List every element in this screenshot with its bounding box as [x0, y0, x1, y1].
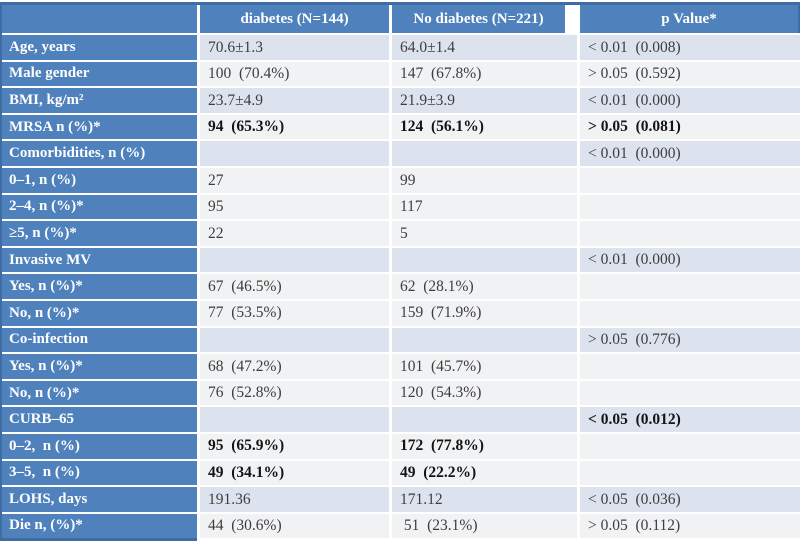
cell-p-value: > 0.05 (0.776): [580, 327, 800, 353]
cell-no-diabetes: 51 (23.1%): [392, 513, 577, 539]
cell-diabetes: 49 (34.1%): [200, 460, 389, 486]
table-bottom-border: [0, 538, 197, 541]
cell-p-value: [580, 194, 800, 220]
cell-p-value: [580, 300, 800, 326]
cell-diabetes: 70.6±1.3: [200, 35, 389, 60]
row-label: No, n (%)*: [2, 300, 197, 326]
cell-p-value: < 0.01 (0.008): [580, 35, 800, 60]
header-empty-cell: [2, 5, 197, 33]
cell-no-diabetes: [392, 327, 577, 353]
cell-diabetes: 95: [200, 194, 389, 220]
cell-diabetes: 44 (30.6%): [200, 513, 389, 539]
header-p-value: p Value*: [580, 5, 800, 33]
cell-diabetes: [200, 141, 389, 166]
row-label: Yes, n (%)*: [2, 354, 197, 379]
row-label: Male gender: [2, 61, 197, 87]
row-label: LOHS, days: [2, 487, 197, 512]
cell-diabetes: 100 (70.4%): [200, 61, 389, 87]
row-label: No, n (%)*: [2, 380, 197, 406]
cell-p-value: < 0.01 (0.000): [580, 88, 800, 113]
cell-diabetes: 67 (46.5%): [200, 274, 389, 299]
cell-no-diabetes: 147 (67.8%): [392, 61, 577, 87]
cell-diabetes: 23.7±4.9: [200, 88, 389, 113]
cell-p-value: [580, 380, 800, 406]
cell-p-value: [580, 460, 800, 486]
comparison-table: diabetes (N=144) No diabetes (N=221) p V…: [0, 2, 800, 539]
cell-no-diabetes: [392, 141, 577, 166]
cell-no-diabetes: 171.12: [392, 487, 577, 512]
header-diabetes: diabetes (N=144): [200, 5, 389, 33]
cell-diabetes: 77 (53.5%): [200, 300, 389, 326]
row-label: Co-infection: [2, 327, 197, 353]
row-label: CURB–65: [2, 407, 197, 432]
row-label: 2–4, n (%)*: [2, 194, 197, 220]
cell-p-value: > 0.05 (0.081): [580, 114, 800, 140]
cell-p-value: [580, 433, 800, 459]
cell-no-diabetes: 99: [392, 167, 577, 193]
cell-diabetes: 94 (65.3%): [200, 114, 389, 140]
row-label: ≥5, n (%)*: [2, 221, 197, 246]
cell-no-diabetes: [392, 407, 577, 432]
cell-no-diabetes: 49 (22.2%): [392, 460, 577, 486]
cell-no-diabetes: 117: [392, 194, 577, 220]
row-label: 0–2, n (%): [2, 433, 197, 459]
cell-p-value: > 0.05 (0.592): [580, 61, 800, 87]
header-no-diabetes: No diabetes (N=221): [392, 5, 577, 33]
cell-no-diabetes: 21.9±3.9: [392, 88, 577, 113]
cell-diabetes: [200, 327, 389, 353]
cell-diabetes: 68 (47.2%): [200, 354, 389, 379]
cell-p-value: [580, 221, 800, 246]
cell-no-diabetes: 62 (28.1%): [392, 274, 577, 299]
cell-p-value: [580, 274, 800, 299]
cell-p-value: > 0.05 (0.112): [580, 513, 800, 539]
cell-no-diabetes: [392, 247, 577, 273]
cell-no-diabetes: 172 (77.8%): [392, 433, 577, 459]
cell-p-value: < 0.01 (0.000): [580, 141, 800, 166]
cell-no-diabetes: 101 (45.7%): [392, 354, 577, 379]
cell-no-diabetes: 64.0±1.4: [392, 35, 577, 60]
row-label: Age, years: [2, 35, 197, 60]
cell-diabetes: 191.36: [200, 487, 389, 512]
cell-p-value: < 0.01 (0.000): [580, 247, 800, 273]
row-label: Yes, n (%)*: [2, 274, 197, 299]
row-label: 0–1, n (%): [2, 167, 197, 193]
cell-diabetes: 22: [200, 221, 389, 246]
row-label: Comorbidities, n (%): [2, 141, 197, 166]
row-label: Die n, (%)*: [2, 513, 197, 539]
row-label: BMI, kg/m²: [2, 88, 197, 113]
cell-no-diabetes: 5: [392, 221, 577, 246]
cell-p-value: [580, 354, 800, 379]
cell-p-value: < 0.05 (0.036): [580, 487, 800, 512]
cell-no-diabetes: 120 (54.3%): [392, 380, 577, 406]
cell-diabetes: 95 (65.9%): [200, 433, 389, 459]
cell-p-value: < 0.05 (0.012): [580, 407, 800, 432]
cell-diabetes: 27: [200, 167, 389, 193]
row-label: Invasive MV: [2, 247, 197, 273]
row-label: 3–5, n (%): [2, 460, 197, 486]
row-label: MRSA n (%)*: [2, 114, 197, 140]
cell-diabetes: [200, 407, 389, 432]
cell-diabetes: 76 (52.8%): [200, 380, 389, 406]
cell-p-value: [580, 167, 800, 193]
cell-no-diabetes: 124 (56.1%): [392, 114, 577, 140]
cell-diabetes: [200, 247, 389, 273]
cell-no-diabetes: 159 (71.9%): [392, 300, 577, 326]
